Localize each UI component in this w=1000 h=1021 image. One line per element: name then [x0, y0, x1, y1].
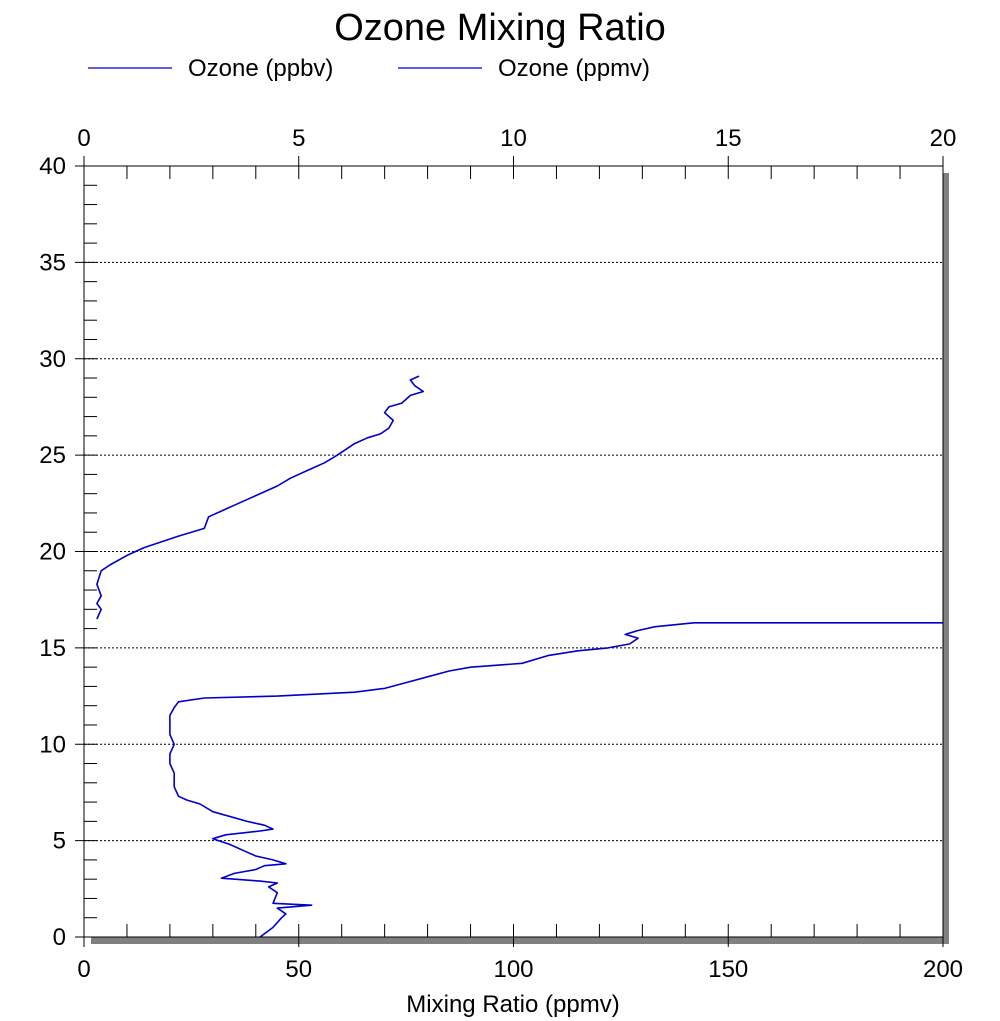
y-tick-label-20: 20	[39, 539, 66, 566]
x-bottom-tick-label-100: 100	[493, 956, 533, 983]
tick-labels: 0 5 10 15 20 25 30 35 40 0 50 100 150 200 0 5 10 15 20	[39, 125, 963, 983]
series-line-ozone-ppmv	[96, 375, 425, 620]
chart-title: Ozone Mixing Ratio	[334, 7, 666, 49]
x-bottom-tick-label-0: 0	[77, 956, 90, 983]
x-top-tick-label-5: 5	[292, 125, 305, 152]
y-tick-label-5: 5	[53, 828, 66, 855]
y-tick-label-40: 40	[39, 153, 66, 180]
series-lines	[96, 375, 943, 938]
x-top-tick-label-15: 15	[715, 125, 742, 152]
y-tick-label-35: 35	[39, 249, 66, 276]
legend-label-ozone-ppmv: Ozone (ppmv)	[498, 55, 650, 82]
y-tick-label-15: 15	[39, 635, 66, 662]
series-line-ozone-ppbv	[169, 621, 943, 938]
y-tick-label-25: 25	[39, 442, 66, 469]
plot-shadow-right	[943, 173, 949, 944]
plot-shadow-bottom	[91, 937, 949, 944]
y-tick-label-30: 30	[39, 346, 66, 373]
gridlines	[84, 261, 943, 842]
x-top-tick-label-0: 0	[77, 125, 90, 152]
x-axis-label: Mixing Ratio (ppmv)	[406, 991, 619, 1018]
plot-frame	[83, 165, 944, 938]
y-tick-label-10: 10	[39, 731, 66, 758]
x-bottom-tick-label-200: 200	[923, 956, 963, 983]
x-bottom-tick-label-50: 50	[285, 956, 312, 983]
legend: Ozone (ppbv) Ozone (ppmv)	[88, 55, 650, 82]
x-bottom-tick-label-150: 150	[708, 956, 748, 983]
legend-label-ozone-ppbv: Ozone (ppbv)	[188, 55, 333, 82]
x-top-tick-label-20: 20	[930, 125, 957, 152]
y-tick-label-0: 0	[53, 924, 66, 951]
x-top-tick-label-10: 10	[500, 125, 527, 152]
